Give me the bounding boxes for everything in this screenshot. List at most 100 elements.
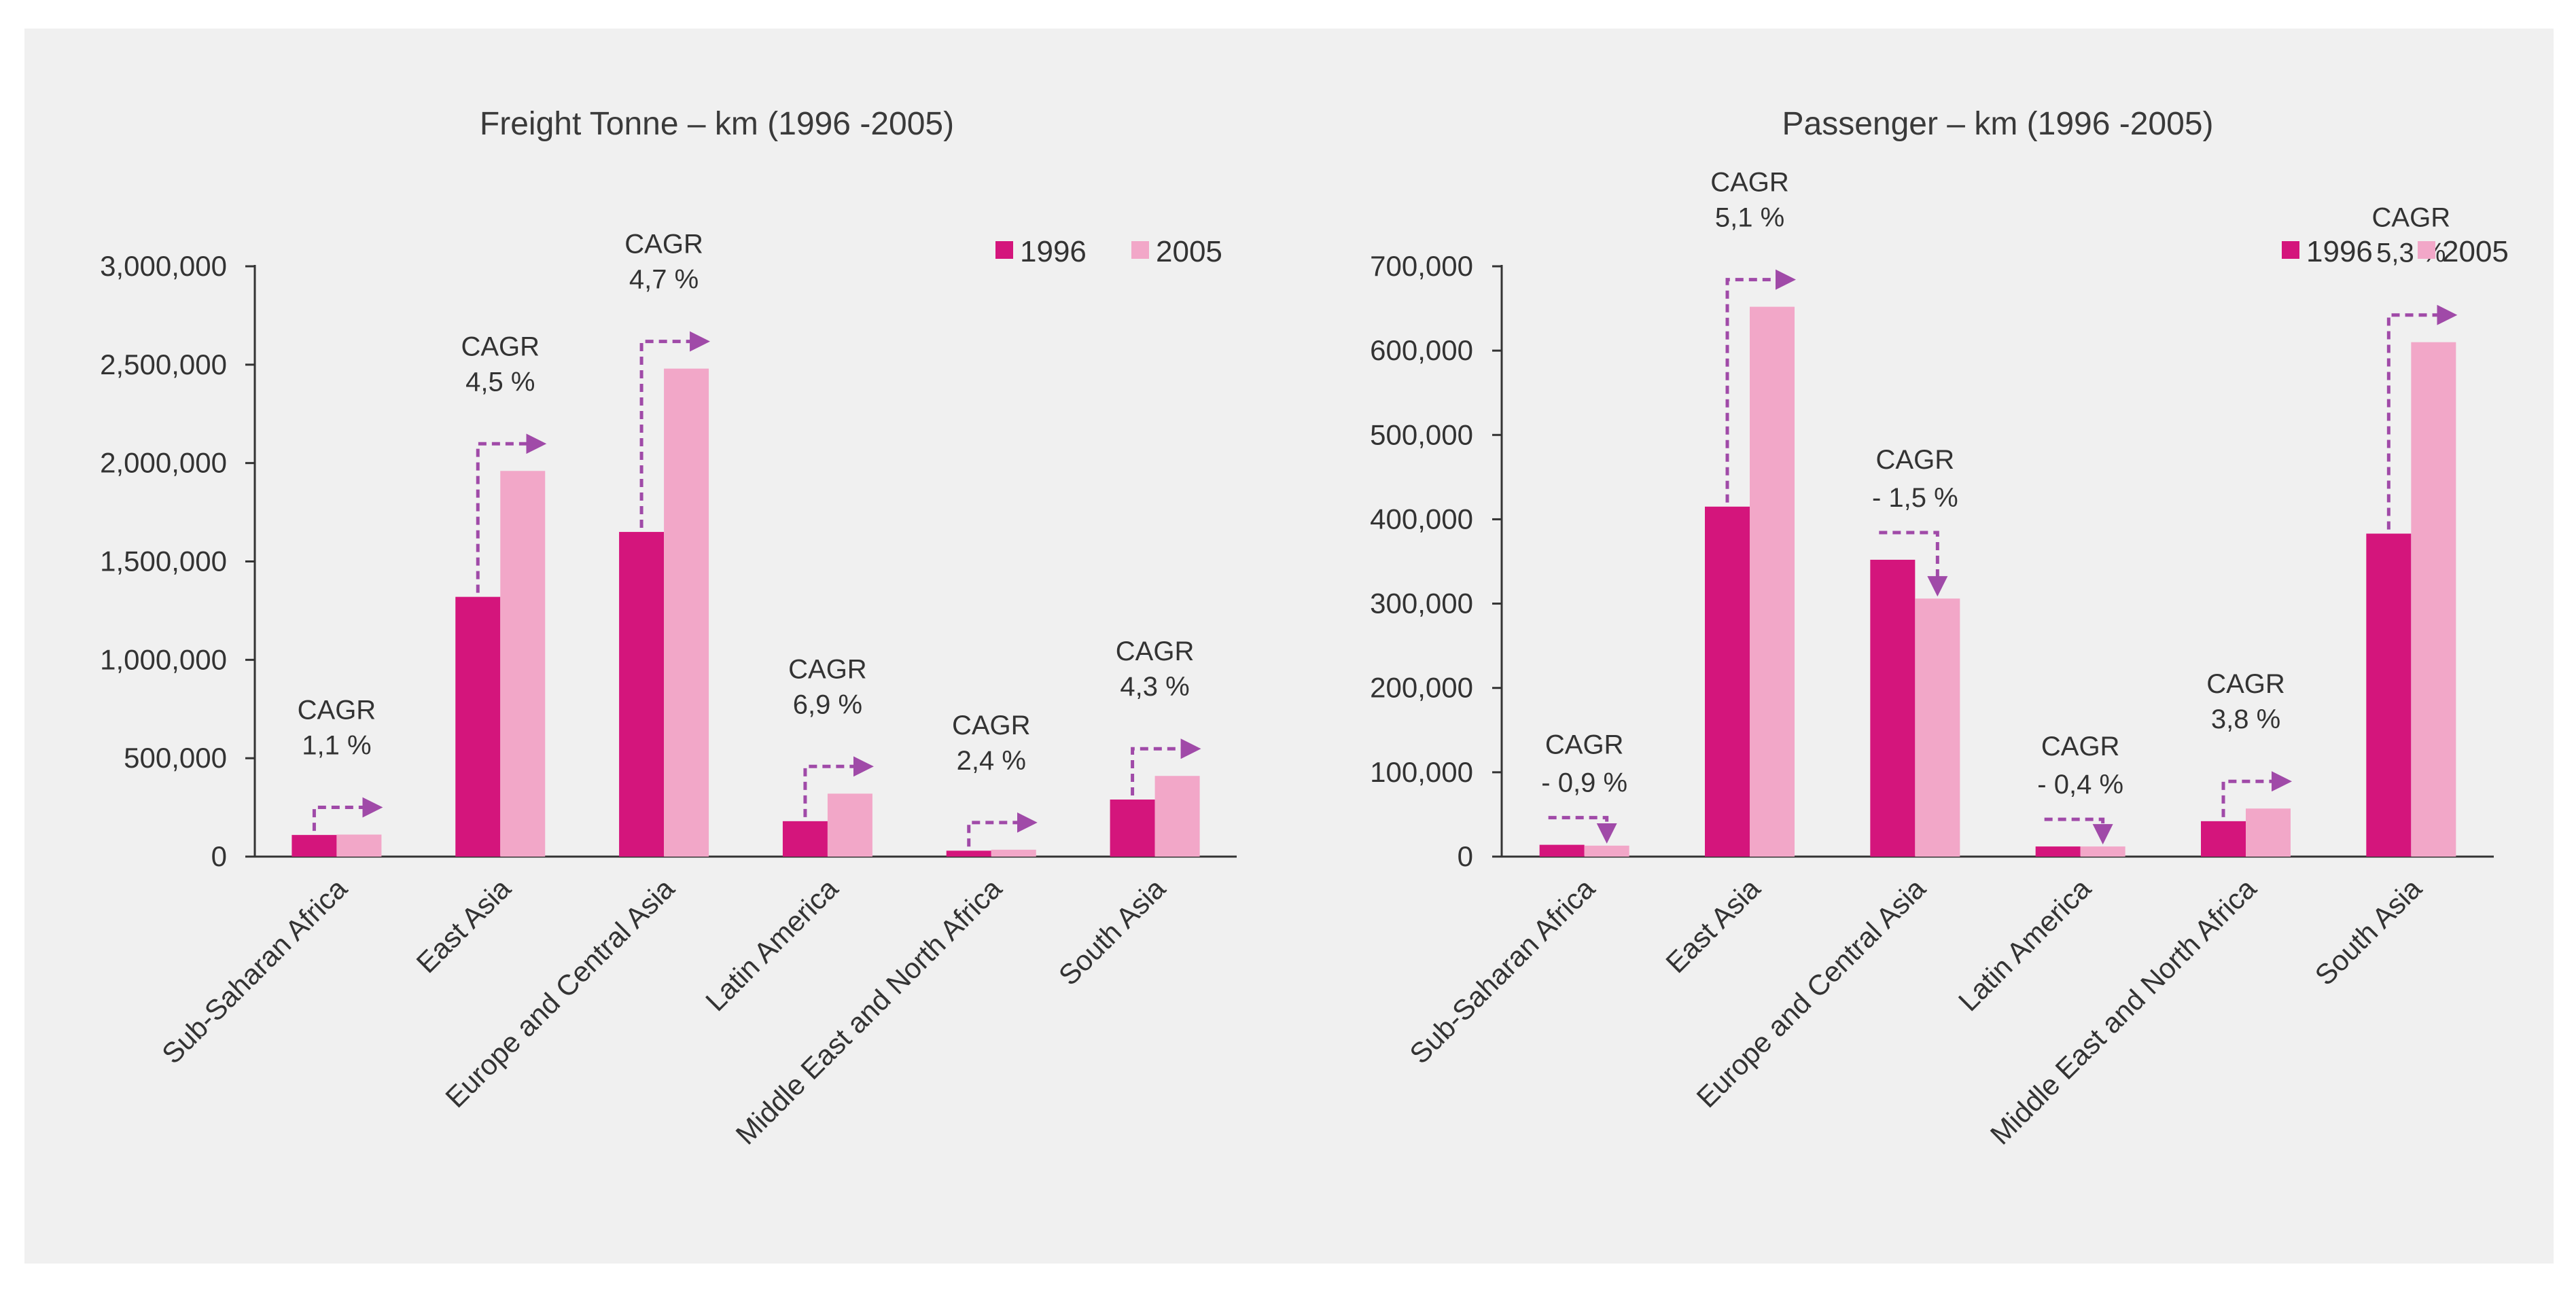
freight-cagr-arrow — [967, 812, 1038, 847]
freight-y-tick-label: 0 — [211, 840, 227, 872]
freight-category-label: East Asia — [410, 872, 517, 979]
passenger-cagr-value: - 0,9 % — [1541, 768, 1627, 798]
passenger-bar-2005 — [1584, 845, 1629, 857]
freight-bar-2005 — [500, 471, 546, 857]
freight-cagr-label: CAGR — [461, 332, 540, 361]
passenger-cagr-arrow — [1548, 816, 1617, 844]
passenger-bar-1996 — [1870, 560, 1916, 857]
passenger-y-tick-label: 400,000 — [1370, 503, 1473, 535]
passenger-bar-2005 — [2246, 808, 2291, 857]
freight-chart-title: Freight Tonne – km (1996 -2005) — [480, 106, 954, 142]
freight-y-tick-label: 2,500,000 — [100, 348, 227, 380]
passenger-bar-2005 — [2080, 846, 2125, 857]
passenger-cagr-label: CAGR — [1710, 168, 1789, 198]
passenger-y-tick-label: 0 — [1458, 840, 1473, 872]
passenger-y-tick-label: 600,000 — [1370, 334, 1473, 366]
freight-legend-swatch-2005 — [1131, 241, 1149, 259]
passenger-cagr-label: CAGR — [2206, 669, 2285, 699]
freight-bar-2005 — [991, 849, 1036, 857]
freight-cagr-value: 4,3 % — [1120, 672, 1189, 702]
passenger-cagr-arrow — [1879, 531, 1948, 597]
passenger-cagr-value: 5,3 % — [2376, 238, 2446, 268]
freight-category-label: Middle East and North Africa — [730, 872, 1008, 1151]
freight-y-tick-label: 2,000,000 — [100, 447, 227, 479]
passenger-bar-1996 — [1705, 506, 1750, 857]
passenger-category-label: Latin America — [1952, 872, 2098, 1018]
passenger-bar-1996 — [2201, 821, 2246, 857]
freight-cagr-arrow — [803, 756, 874, 817]
freight-bar-2005 — [336, 834, 382, 857]
freight-bar-1996 — [619, 532, 665, 857]
freight-legend-label-1996: 1996 — [1020, 235, 1087, 268]
passenger-legend-swatch-2005 — [2418, 241, 2435, 259]
freight-y-tick-label: 1,000,000 — [100, 643, 227, 675]
passenger-category-label: Sub-Saharan Africa — [1403, 872, 1601, 1070]
freight-chart: Freight Tonne – km (1996 -2005) 0 500,000 1… — [100, 106, 1237, 1151]
freight-bar-1996 — [946, 850, 991, 857]
passenger-bar-1996 — [2035, 846, 2081, 857]
freight-bar-1996 — [782, 821, 828, 857]
freight-cagr-label: CAGR — [1116, 637, 1195, 666]
freight-category-label: South Asia — [1053, 872, 1172, 992]
freight-bar-2005 — [664, 368, 709, 857]
freight-bar-1996 — [455, 596, 501, 857]
passenger-category-label: South Asia — [2308, 872, 2428, 992]
freight-y-tick-label: 500,000 — [124, 742, 227, 774]
passenger-cagr-label: CAGR — [1545, 730, 1624, 760]
passenger-cagr-value: 5,1 % — [1715, 203, 1784, 233]
passenger-legend-label-2005: 2005 — [2442, 235, 2509, 268]
freight-legend-label-2005: 2005 — [1156, 235, 1222, 268]
passenger-cagr-label: CAGR — [2041, 732, 2120, 762]
passenger-bar-1996 — [2366, 533, 2412, 857]
passenger-legend-swatch-1996 — [2282, 241, 2299, 259]
passenger-cagr-arrow — [2386, 304, 2458, 530]
passenger-bar-1996 — [1539, 844, 1585, 857]
freight-y-tick-label: 3,000,000 — [100, 250, 227, 282]
freight-y-tick-label: 1,500,000 — [100, 545, 227, 577]
passenger-cagr-value: 3,8 % — [2211, 704, 2280, 734]
freight-bar-2005 — [1154, 776, 1200, 857]
freight-cagr-label: CAGR — [624, 230, 703, 259]
passenger-cagr-value: - 1,5 % — [1872, 483, 1958, 513]
freight-bar-1996 — [292, 835, 337, 857]
passenger-y-tick-label: 300,000 — [1370, 588, 1473, 620]
passenger-bar-2005 — [2411, 342, 2456, 857]
passenger-cagr-value: - 0,4 % — [2037, 770, 2123, 800]
freight-cagr-arrow — [639, 331, 711, 528]
passenger-cagr-arrow — [2044, 817, 2113, 845]
freight-category-label: Latin America — [699, 872, 845, 1018]
freight-cagr-label: CAGR — [952, 711, 1031, 740]
freight-cagr-value: 1,1 % — [302, 731, 371, 761]
passenger-category-label: East Asia — [1659, 872, 1766, 979]
passenger-legend-label-1996: 1996 — [2306, 235, 2373, 268]
passenger-bar-2005 — [1750, 306, 1795, 857]
passenger-chart: Passenger – km (1996 -2005) 0 100,000 200,0… — [1370, 106, 2509, 1151]
freight-cagr-arrow — [312, 797, 383, 831]
freight-legend: 1996 2005 — [995, 235, 1222, 268]
freight-bar-1996 — [1110, 799, 1155, 857]
freight-cagr-value: 6,9 % — [793, 689, 862, 719]
passenger-chart-title: Passenger – km (1996 -2005) — [1782, 106, 2213, 142]
passenger-cagr-arrow — [2221, 771, 2292, 817]
freight-category-label: Sub-Saharan Africa — [156, 872, 353, 1070]
passenger-bar-2005 — [1915, 598, 1960, 857]
passenger-y-tick-label: 200,000 — [1370, 672, 1473, 704]
freight-legend-swatch-1996 — [995, 241, 1013, 259]
passenger-cagr-arrow — [1725, 269, 1796, 503]
chart-panel — [24, 29, 2554, 1264]
freight-cagr-value: 4,5 % — [465, 367, 535, 397]
freight-cagr-arrow — [1131, 738, 1201, 795]
passenger-y-tick-label: 700,000 — [1370, 250, 1473, 282]
passenger-y-tick-label: 500,000 — [1370, 418, 1473, 450]
passenger-legend: 1996 2005 — [2282, 235, 2509, 268]
freight-cagr-label: CAGR — [788, 654, 867, 684]
passenger-cagr-label: CAGR — [1876, 445, 1955, 475]
passenger-cagr-label: CAGR — [2372, 203, 2451, 233]
freight-cagr-label: CAGR — [298, 696, 376, 725]
passenger-category-label: Middle East and North Africa — [1984, 872, 2263, 1151]
freight-bar-2005 — [827, 793, 872, 857]
passenger-y-tick-label: 100,000 — [1370, 756, 1473, 788]
freight-cagr-value: 2,4 % — [957, 746, 1026, 776]
freight-cagr-value: 4,7 % — [629, 265, 699, 295]
